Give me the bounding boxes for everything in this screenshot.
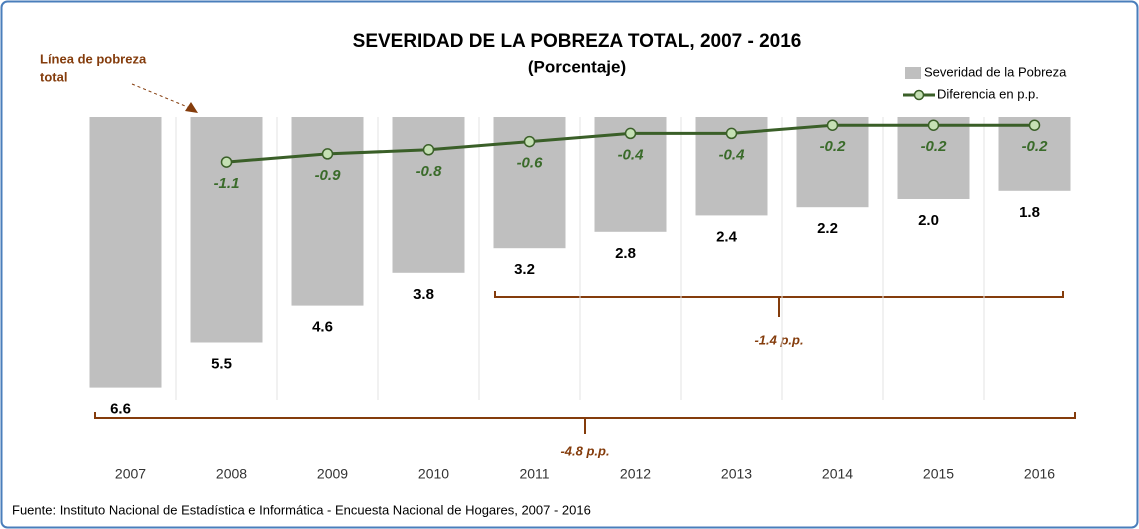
data-label: -0.2 — [921, 138, 948, 155]
x-tick-label: 2009 — [317, 466, 348, 482]
data-label: -0.4 — [719, 146, 746, 163]
line-marker — [725, 127, 738, 140]
note: Línea de pobreza — [40, 51, 147, 66]
x-tick-label: 2013 — [721, 466, 752, 482]
annotation: -1.4 p.p. — [754, 332, 803, 347]
note-arrow — [131, 83, 191, 109]
data-label: -0.2 — [820, 138, 847, 155]
data-label: -0.4 — [618, 146, 645, 163]
bar — [190, 117, 263, 343]
x-tick-label: 2008 — [216, 466, 247, 482]
bar — [89, 117, 162, 388]
line-marker — [826, 119, 839, 131]
legend-label: Severidad de la Pobreza — [924, 64, 1067, 79]
line-marker — [321, 148, 334, 160]
annotation: -4.8 p.p. — [560, 443, 609, 458]
data-label: 2.4 — [716, 228, 738, 245]
data-label: 3.8 — [413, 286, 434, 303]
data-label: 1.8 — [1019, 204, 1040, 221]
note-arrowhead — [185, 102, 198, 113]
data-label: 2.8 — [615, 245, 636, 262]
x-tick-label: 2011 — [519, 466, 549, 482]
data-label: 2.0 — [918, 212, 939, 229]
line-marker — [927, 119, 940, 131]
data-label: 3.2 — [514, 261, 535, 278]
bar — [796, 117, 869, 208]
data-label: -0.9 — [315, 167, 342, 184]
source: Fuente: Instituto Nacional de Estadístic… — [12, 502, 591, 517]
note: total — [40, 69, 67, 84]
data-label: 6.6 — [110, 401, 131, 418]
x-tick-label: 2007 — [115, 466, 146, 482]
line-marker — [1028, 119, 1041, 131]
data-label: -0.8 — [416, 163, 443, 180]
line-marker — [422, 144, 435, 156]
data-label: 5.5 — [211, 355, 232, 372]
bar — [291, 117, 364, 306]
data-label: -1.1 — [214, 175, 240, 192]
legend-label: Diferencia en p.p. — [937, 86, 1039, 101]
data-label: 2.2 — [817, 220, 838, 237]
x-tick-label: 2014 — [822, 466, 853, 482]
line-marker — [220, 156, 233, 168]
legend-swatch — [913, 89, 925, 101]
x-tick-label: 2015 — [923, 466, 954, 482]
chart-title: SEVERIDAD DE LA POBREZA TOTAL, 2007 - 20… — [353, 31, 802, 52]
x-tick-label: 2012 — [620, 466, 651, 482]
line-marker — [624, 127, 637, 140]
chart-subtitle: (Porcentaje) — [528, 57, 626, 76]
data-label: -0.6 — [517, 155, 544, 172]
bracket — [94, 412, 1076, 434]
bar — [392, 117, 465, 273]
x-tick-label: 2016 — [1024, 466, 1055, 482]
line-marker — [523, 135, 536, 148]
data-label: -0.2 — [1022, 138, 1049, 155]
legend-swatch — [905, 67, 921, 79]
data-label: 4.6 — [312, 319, 333, 336]
x-tick-label: 2010 — [418, 466, 449, 482]
bracket — [494, 291, 1064, 317]
